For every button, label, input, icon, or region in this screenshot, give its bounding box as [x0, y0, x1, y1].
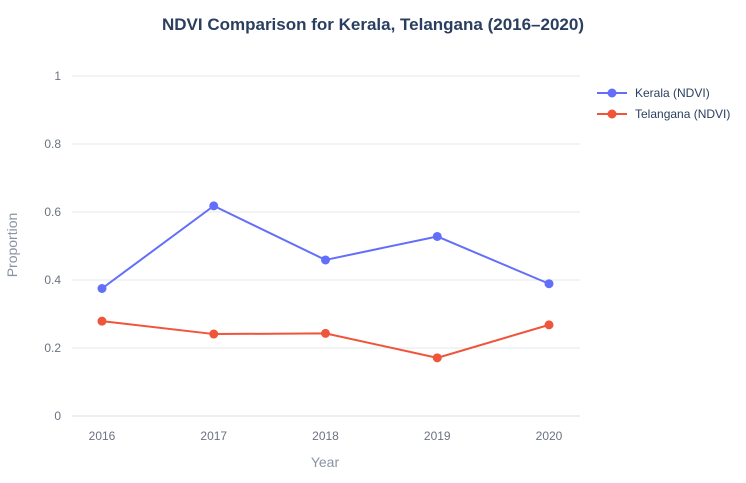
- series-1: [97, 316, 554, 363]
- data-point[interactable]: [544, 279, 554, 289]
- x-tick-label: 2019: [424, 429, 451, 443]
- x-tick-label: 2018: [312, 429, 339, 443]
- series-0: [97, 201, 554, 293]
- y-tick-label: 0: [54, 409, 61, 423]
- legend-marker: [607, 88, 617, 98]
- series-layer: [97, 201, 554, 363]
- y-tick-label: 0.8: [44, 137, 61, 151]
- series-line: [101, 204, 550, 290]
- legend[interactable]: Kerala (NDVI) Telangana (NDVI): [597, 86, 730, 121]
- y-tick-label: 0.2: [44, 341, 61, 355]
- gridlines: [72, 75, 580, 417]
- y-tick-label: 0.6: [44, 205, 61, 219]
- legend-label: Kerala (NDVI): [635, 86, 710, 100]
- y-axis-title: Proportion: [4, 213, 20, 278]
- y-tick-label: 1: [54, 69, 61, 83]
- data-point[interactable]: [97, 284, 107, 293]
- data-point[interactable]: [321, 328, 330, 338]
- data-point[interactable]: [432, 231, 442, 241]
- legend-item[interactable]: Kerala (NDVI): [597, 86, 710, 100]
- legend-item[interactable]: Telangana (NDVI): [597, 107, 730, 121]
- x-axis-title: Year: [311, 454, 340, 470]
- data-point[interactable]: [209, 329, 219, 339]
- legend-marker: [607, 109, 617, 119]
- data-point[interactable]: [321, 255, 330, 265]
- chart-title: NDVI Comparison for Kerala, Telangana (2…: [162, 15, 584, 34]
- data-point[interactable]: [544, 320, 554, 330]
- x-tick-label: 2020: [536, 429, 563, 443]
- y-tick-label: 0.4: [44, 273, 61, 287]
- x-tick-label: 2016: [89, 429, 116, 443]
- data-point[interactable]: [432, 353, 442, 363]
- data-point[interactable]: [209, 201, 219, 211]
- series-line: [101, 320, 550, 359]
- x-axis-ticks: 2016 2017 2018 2019 2020: [89, 429, 563, 443]
- y-axis-ticks: 0 0.2 0.4 0.6 0.8 1: [44, 69, 61, 423]
- legend-label: Telangana (NDVI): [635, 107, 730, 121]
- data-point[interactable]: [97, 316, 107, 326]
- x-tick-label: 2017: [200, 429, 227, 443]
